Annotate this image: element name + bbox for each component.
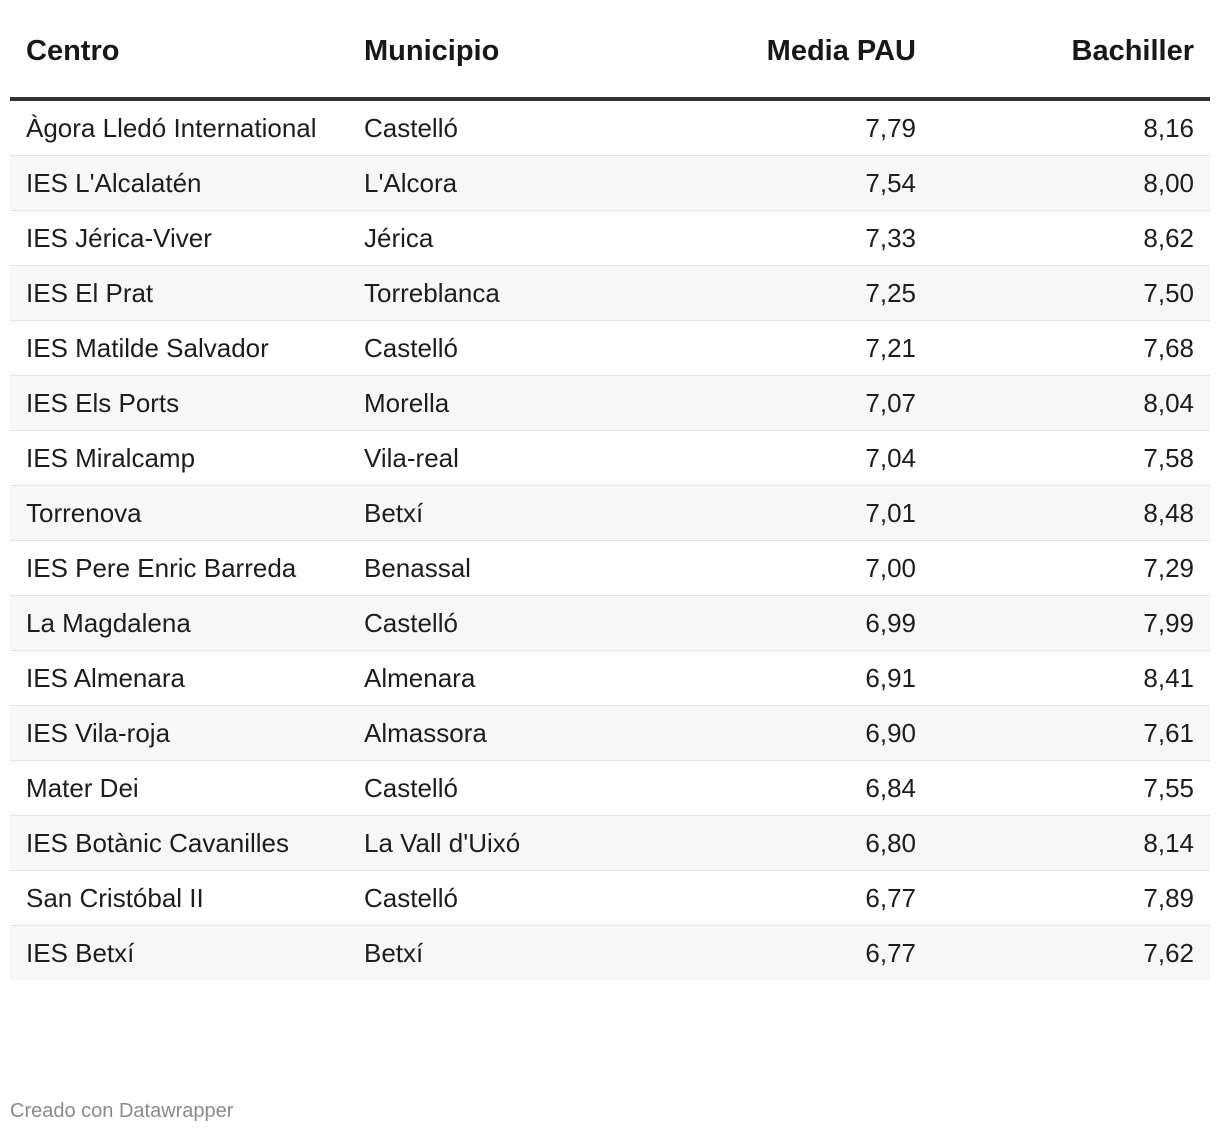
cell-centro: La Magdalena <box>10 595 348 651</box>
cell-media-pau: 6,80 <box>686 815 932 871</box>
table-row: Àgora Lledó International Castelló 7,79 8,1… <box>10 99 1210 156</box>
data-table-container: Centro Municipio Media PAU Bachiller Àgo… <box>10 0 1210 980</box>
table-row: Torrenova Betxí 7,01 8,48 <box>10 485 1210 541</box>
cell-bachiller: 8,48 <box>932 485 1210 541</box>
cell-bachiller: 7,55 <box>932 760 1210 816</box>
cell-media-pau: 7,00 <box>686 540 932 596</box>
table-row: Mater Dei Castelló 6,84 7,55 <box>10 760 1210 816</box>
table-row: IES Botànic Cavanilles La Vall d'Uixó 6,80… <box>10 815 1210 871</box>
cell-centro: IES Jérica-Viver <box>10 210 348 266</box>
cell-municipio: Morella <box>348 375 686 431</box>
table-row: IES Almenara Almenara 6,91 8,41 <box>10 650 1210 706</box>
cell-municipio: La Vall d'Uixó <box>348 815 686 871</box>
cell-bachiller: 7,89 <box>932 870 1210 926</box>
cell-media-pau: 6,90 <box>686 705 932 761</box>
table-row: San Cristóbal II Castelló 6,77 7,89 <box>10 870 1210 926</box>
cell-municipio: Castelló <box>348 760 686 816</box>
cell-centro: IES Almenara <box>10 650 348 706</box>
cell-municipio: Jérica <box>348 210 686 266</box>
cell-bachiller: 7,61 <box>932 705 1210 761</box>
cell-bachiller: 7,99 <box>932 595 1210 651</box>
cell-centro: IES Betxí <box>10 925 348 980</box>
cell-bachiller: 8,04 <box>932 375 1210 431</box>
cell-bachiller: 7,58 <box>932 430 1210 486</box>
cell-media-pau: 6,99 <box>686 595 932 651</box>
cell-bachiller: 8,14 <box>932 815 1210 871</box>
cell-media-pau: 7,79 <box>686 99 932 156</box>
cell-media-pau: 7,54 <box>686 155 932 211</box>
cell-bachiller: 7,68 <box>932 320 1210 376</box>
table-row: IES El Prat Torreblanca 7,25 7,50 <box>10 265 1210 321</box>
cell-municipio: L'Alcora <box>348 155 686 211</box>
column-header-centro[interactable]: Centro <box>10 0 348 101</box>
table-row: IES L'Alcalatén L'Alcora 7,54 8,00 <box>10 155 1210 211</box>
cell-centro: Mater Dei <box>10 760 348 816</box>
cell-media-pau: 7,21 <box>686 320 932 376</box>
table-header-row: Centro Municipio Media PAU Bachiller <box>10 0 1210 101</box>
cell-municipio: Castelló <box>348 870 686 926</box>
table-row: IES Vila-roja Almassora 6,90 7,61 <box>10 705 1210 761</box>
cell-centro: IES L'Alcalatén <box>10 155 348 211</box>
cell-centro: IES Vila-roja <box>10 705 348 761</box>
cell-centro: IES Miralcamp <box>10 430 348 486</box>
cell-centro: IES El Prat <box>10 265 348 321</box>
cell-centro: IES Matilde Salvador <box>10 320 348 376</box>
table-row: IES Miralcamp Vila-real 7,04 7,58 <box>10 430 1210 486</box>
column-header-municipio[interactable]: Municipio <box>348 0 686 101</box>
cell-media-pau: 7,33 <box>686 210 932 266</box>
data-table: Centro Municipio Media PAU Bachiller Àgo… <box>10 0 1210 980</box>
datawrapper-credit[interactable]: Creado con Datawrapper <box>10 1100 234 1122</box>
cell-bachiller: 8,16 <box>932 99 1210 156</box>
cell-centro: IES Els Ports <box>10 375 348 431</box>
cell-media-pau: 7,04 <box>686 430 932 486</box>
cell-media-pau: 7,01 <box>686 485 932 541</box>
table-row: IES Pere Enric Barreda Benassal 7,00 7,29 <box>10 540 1210 596</box>
cell-media-pau: 7,07 <box>686 375 932 431</box>
cell-bachiller: 8,62 <box>932 210 1210 266</box>
cell-municipio: Almassora <box>348 705 686 761</box>
cell-bachiller: 8,00 <box>932 155 1210 211</box>
table-row: IES Jérica-Viver Jérica 7,33 8,62 <box>10 210 1210 266</box>
table-row: IES Els Ports Morella 7,07 8,04 <box>10 375 1210 431</box>
cell-media-pau: 6,77 <box>686 925 932 980</box>
cell-centro: IES Botànic Cavanilles <box>10 815 348 871</box>
cell-centro: Torrenova <box>10 485 348 541</box>
table-row: IES Betxí Betxí 6,77 7,62 <box>10 925 1210 980</box>
column-header-bachiller[interactable]: Bachiller <box>932 0 1210 101</box>
table-row: La Magdalena Castelló 6,99 7,99 <box>10 595 1210 651</box>
cell-municipio: Betxí <box>348 485 686 541</box>
cell-bachiller: 7,50 <box>932 265 1210 321</box>
cell-media-pau: 6,84 <box>686 760 932 816</box>
cell-bachiller: 7,29 <box>932 540 1210 596</box>
cell-centro: IES Pere Enric Barreda <box>10 540 348 596</box>
cell-municipio: Almenara <box>348 650 686 706</box>
cell-centro: San Cristóbal II <box>10 870 348 926</box>
column-header-media-pau[interactable]: Media PAU <box>686 0 932 101</box>
cell-municipio: Benassal <box>348 540 686 596</box>
cell-municipio: Castelló <box>348 320 686 376</box>
cell-centro: Àgora Lledó International <box>10 99 348 156</box>
table-body: Àgora Lledó International Castelló 7,79 8,1… <box>10 99 1210 980</box>
cell-bachiller: 8,41 <box>932 650 1210 706</box>
cell-media-pau: 7,25 <box>686 265 932 321</box>
cell-municipio: Castelló <box>348 99 686 156</box>
cell-municipio: Betxí <box>348 925 686 980</box>
cell-bachiller: 7,62 <box>932 925 1210 980</box>
table-row: IES Matilde Salvador Castelló 7,21 7,68 <box>10 320 1210 376</box>
cell-municipio: Castelló <box>348 595 686 651</box>
cell-media-pau: 6,91 <box>686 650 932 706</box>
cell-media-pau: 6,77 <box>686 870 932 926</box>
cell-municipio: Torreblanca <box>348 265 686 321</box>
cell-municipio: Vila-real <box>348 430 686 486</box>
